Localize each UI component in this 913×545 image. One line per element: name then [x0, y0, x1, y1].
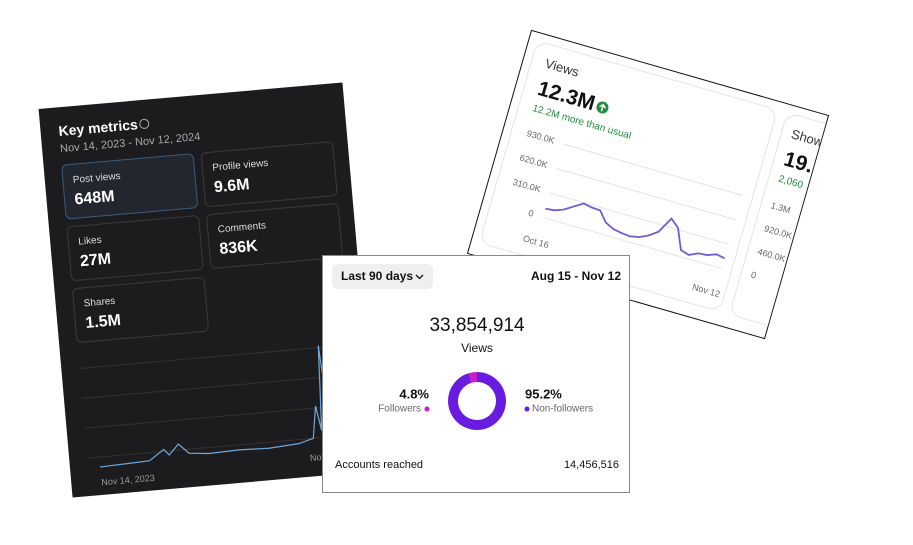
- share-value: 4.8%: [399, 386, 429, 401]
- metric-tile[interactable]: [200, 141, 338, 207]
- metric-label: Comments: [217, 220, 266, 235]
- legend-label: Non-followers: [532, 404, 593, 415]
- metric-label: Post views: [72, 171, 121, 186]
- legend-dot: [524, 406, 530, 412]
- key-metrics-panel: Key metrics Nov 14, 2023 - Nov 12, 2024 …: [38, 82, 377, 498]
- sparkline: [99, 345, 358, 468]
- donut-segment: [448, 372, 506, 430]
- title: Key metrics: [58, 116, 139, 139]
- date-range: Aug 15 - Nov 12: [531, 269, 621, 283]
- metric-value: 648M: [74, 188, 115, 208]
- metric-label: Likes: [78, 235, 102, 248]
- metric-tile[interactable]: [72, 277, 209, 343]
- accounts-label: Accounts reached: [335, 459, 423, 471]
- metric-tile[interactable]: [206, 203, 343, 269]
- chevron: [415, 274, 424, 280]
- grid-line: [563, 143, 743, 196]
- donut-segment: [468, 372, 478, 383]
- key-metrics-svg: Key metrics Nov 14, 2023 - Nov 12, 2024 …: [58, 116, 359, 488]
- grid-line: [542, 216, 722, 270]
- grid-line: [556, 168, 736, 221]
- legend-dot: [424, 406, 430, 412]
- metric-label: Shares: [83, 296, 116, 310]
- period-dropdown[interactable]: [332, 264, 433, 289]
- up-arrow: [599, 103, 607, 112]
- metric-tile[interactable]: [66, 215, 204, 281]
- info-icon: [139, 118, 150, 129]
- metric-value: 27M: [79, 251, 111, 271]
- summary-svg: Last 90 days Aug 15 - Nov 12 33,854,914 …: [332, 264, 621, 471]
- summary-panel: Last 90 days Aug 15 - Nov 12 33,854,914 …: [322, 255, 630, 493]
- next-tick: 1.3M: [770, 200, 792, 215]
- accounts-value: 14,456,516: [564, 459, 619, 471]
- x-label: Nov 14, 2023: [101, 473, 155, 488]
- metric-label: Profile views: [212, 158, 269, 174]
- metric-tile[interactable]: [61, 153, 198, 220]
- metric-value: 9.6M: [213, 176, 250, 196]
- line: [545, 202, 726, 260]
- metric-value: 836K: [219, 238, 259, 258]
- metric-value: 1.5M: [85, 312, 122, 332]
- chart-grid: [79, 344, 359, 459]
- next-tick: 0: [750, 270, 758, 281]
- share-value: 95.2%: [525, 386, 562, 401]
- period: Last 90 days: [341, 269, 413, 283]
- legend-label: Followers: [378, 404, 421, 415]
- grid-line: [549, 192, 729, 245]
- y-tick-label: 0: [527, 208, 535, 219]
- total: 33,854,914: [429, 315, 525, 336]
- total-label: Views: [461, 341, 493, 355]
